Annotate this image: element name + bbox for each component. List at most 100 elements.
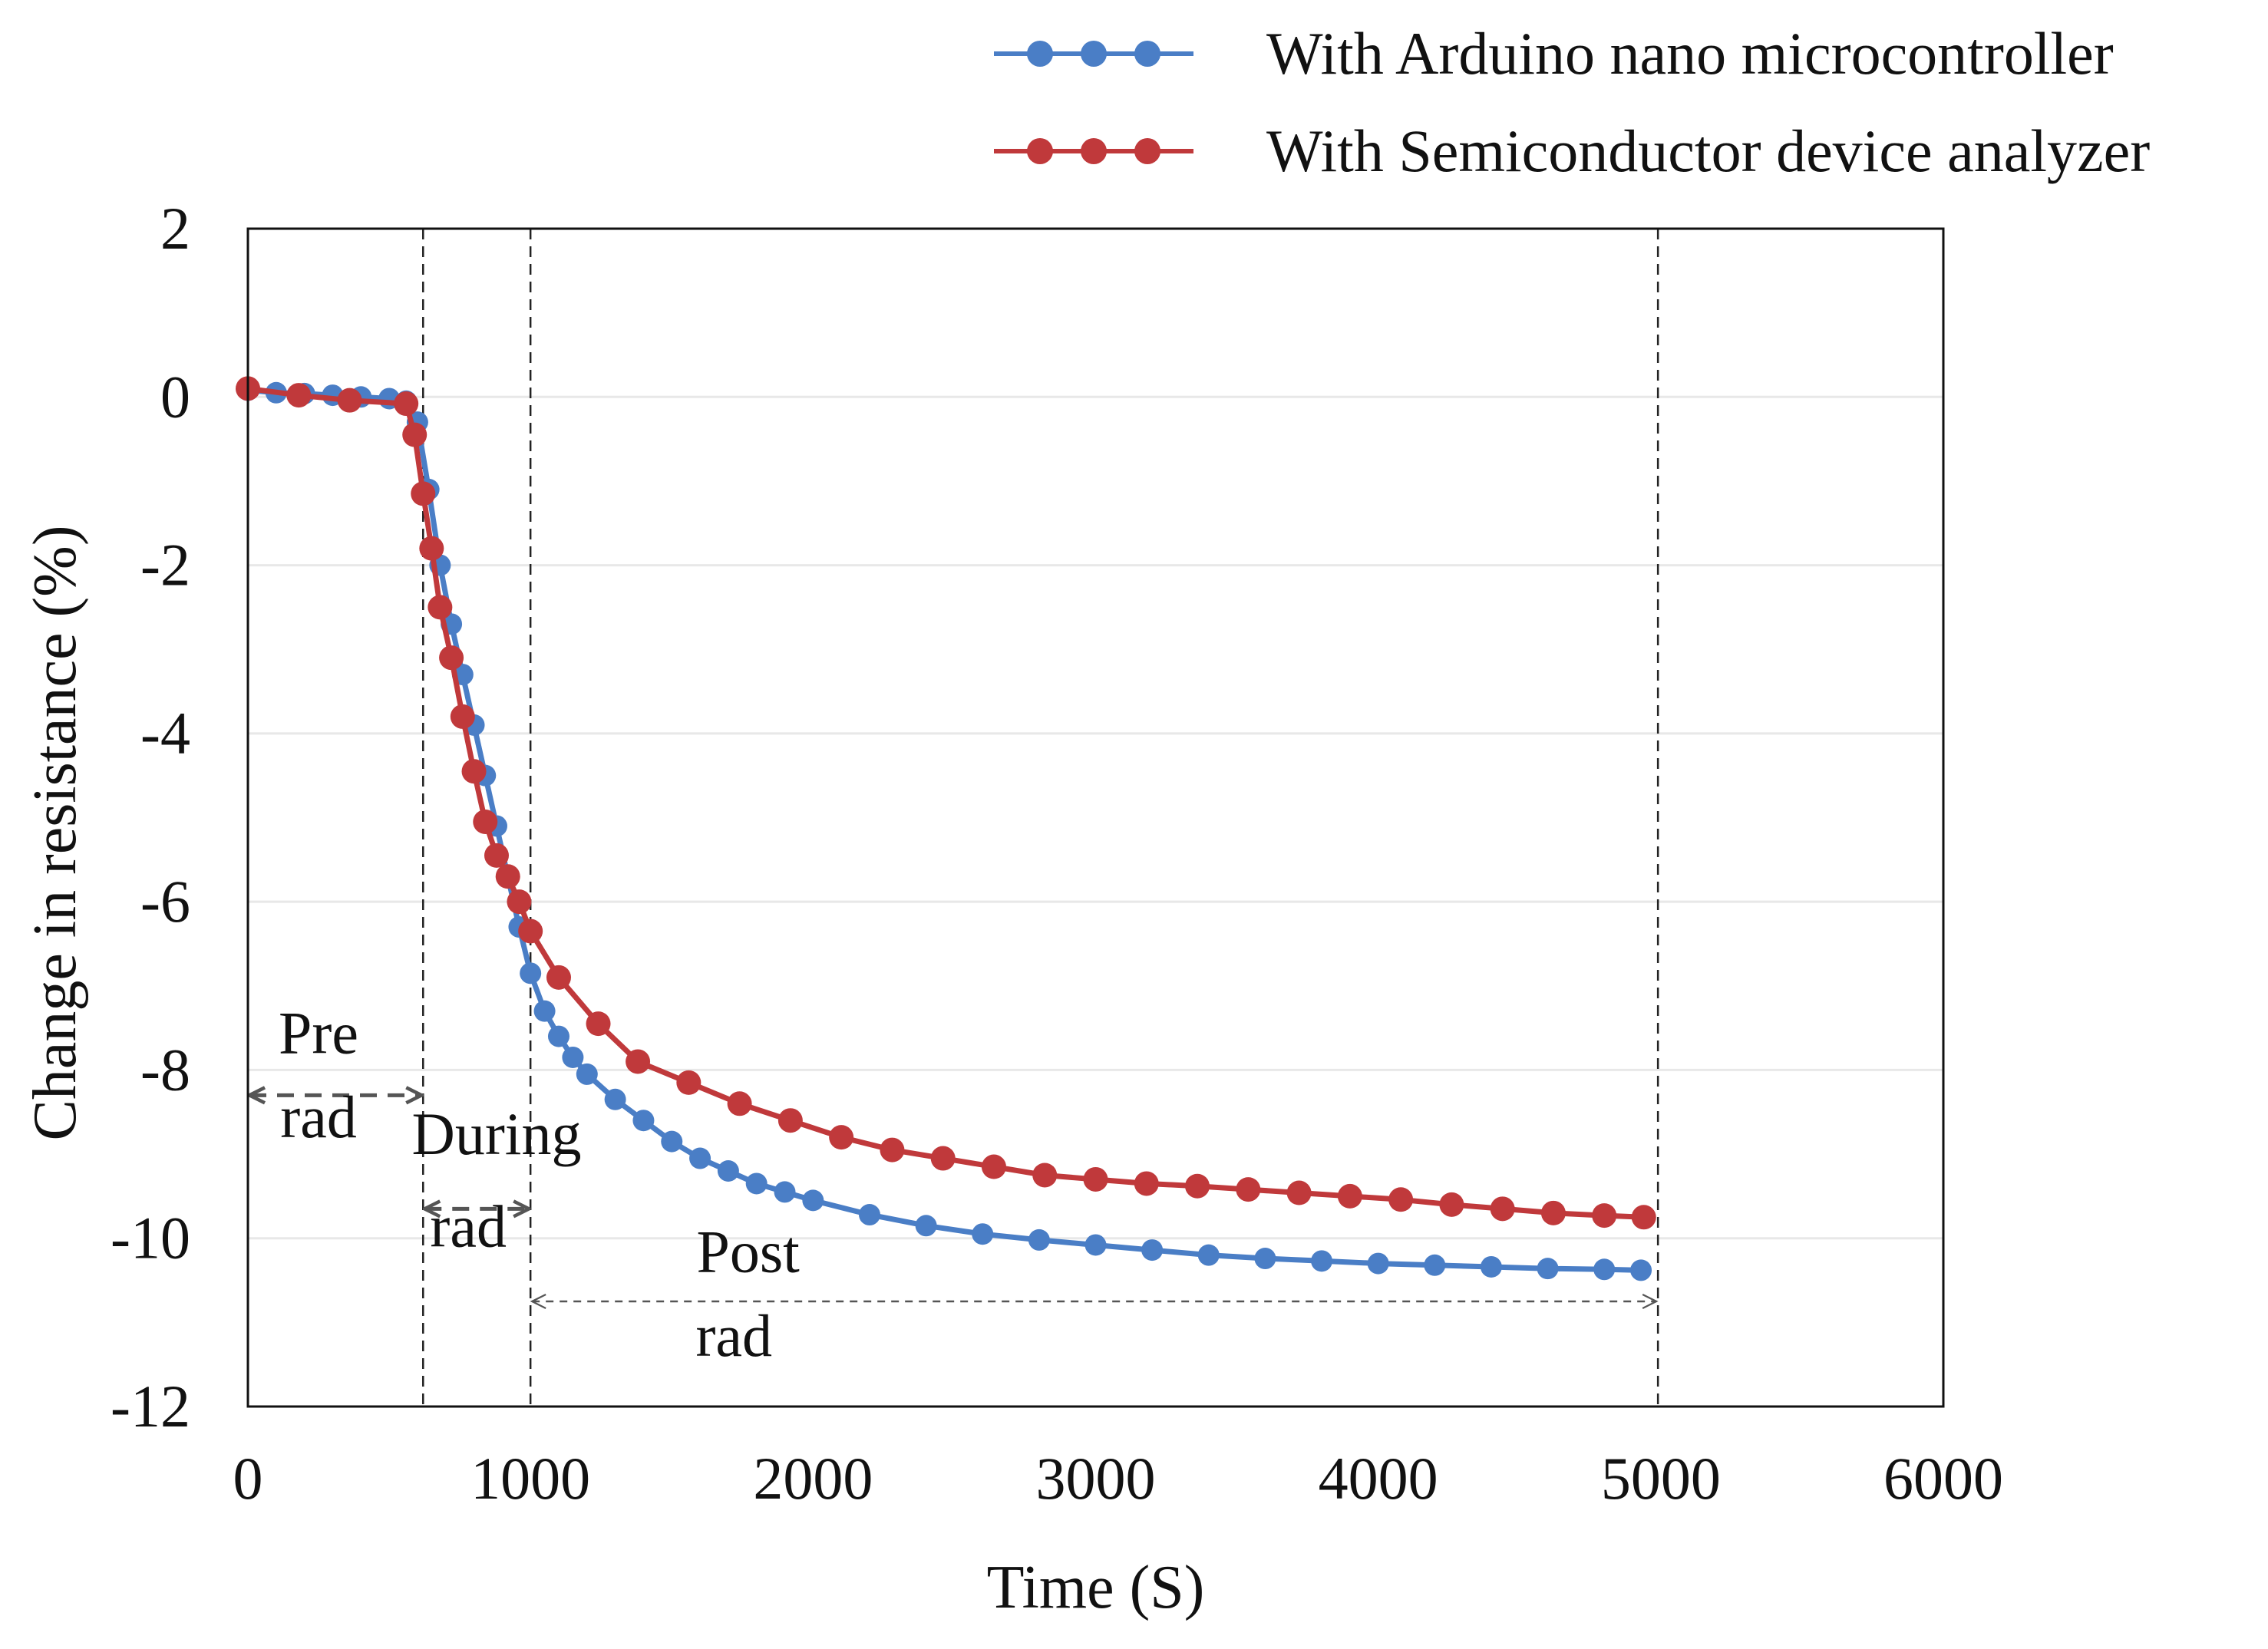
data-point [394, 391, 419, 417]
data-point [484, 843, 509, 868]
data-point [1537, 1258, 1559, 1280]
phase-label: rad [280, 1083, 357, 1150]
legend: With Arduino nano microcontroller With S… [994, 20, 2150, 184]
phase-label: During [411, 1100, 581, 1167]
data-point [520, 962, 542, 984]
legend-marker-analyzer [1081, 138, 1107, 164]
x-tick-label: 6000 [1883, 1445, 2003, 1512]
data-point [576, 1063, 598, 1085]
data-point [450, 704, 475, 729]
data-point [915, 1215, 937, 1237]
data-point [1480, 1255, 1502, 1278]
data-point [495, 864, 520, 889]
data-point [745, 1172, 768, 1195]
data-point [626, 1049, 651, 1074]
x-tick-label: 4000 [1319, 1445, 1438, 1512]
data-point [337, 388, 362, 413]
data-point [428, 595, 453, 620]
data-point [1631, 1205, 1656, 1230]
data-point [777, 1108, 803, 1133]
x-axis-title: Time (S) [987, 1554, 1205, 1621]
data-point [547, 1025, 569, 1047]
y-tick-label: -12 [111, 1373, 190, 1440]
y-tick-label: -2 [140, 532, 190, 599]
phase-annotations: Pre rad During rad Post rad [279, 1000, 800, 1370]
data-point [1311, 1250, 1333, 1272]
data-point [1367, 1252, 1389, 1275]
x-axis-ticks: 0 1000 2000 3000 4000 5000 6000 [233, 1445, 2004, 1512]
data-point [632, 1110, 655, 1132]
data-point [1490, 1196, 1515, 1222]
data-point [880, 1137, 905, 1163]
data-point [518, 918, 543, 944]
legend-marker-arduino [1081, 41, 1107, 67]
data-point [1593, 1258, 1616, 1281]
y-tick-label: 0 [160, 363, 190, 430]
data-point [981, 1154, 1006, 1179]
data-point [411, 481, 436, 506]
data-point [1388, 1187, 1414, 1212]
data-point [533, 1000, 556, 1022]
legend-marker-analyzer [1027, 138, 1053, 164]
data-point [586, 1011, 611, 1037]
x-tick-label: 2000 [753, 1445, 873, 1512]
data-point [1197, 1244, 1220, 1266]
data-point [507, 889, 532, 915]
data-point [402, 422, 428, 447]
data-point [461, 759, 487, 784]
data-point [1254, 1248, 1276, 1270]
y-tick-label: -6 [140, 868, 190, 935]
data-point [1084, 1234, 1107, 1256]
data-point [829, 1125, 854, 1150]
data-point [802, 1189, 824, 1212]
x-tick-label: 3000 [1036, 1445, 1156, 1512]
data-point [1185, 1173, 1210, 1199]
legend-label-arduino: With Arduino nano microcontroller [1266, 20, 2114, 87]
y-tick-label: -8 [140, 1036, 190, 1103]
legend-label-analyzer: With Semiconductor device analyzer [1266, 117, 2150, 184]
y-tick-label: 2 [160, 195, 190, 262]
x-tick-label: 0 [233, 1445, 263, 1512]
phase-label: rad [430, 1193, 507, 1260]
data-point [1424, 1254, 1446, 1276]
data-point [473, 809, 498, 834]
legend-marker-arduino [1027, 41, 1053, 67]
data-point [1083, 1166, 1108, 1192]
data-point [604, 1088, 626, 1110]
data-point [858, 1204, 880, 1226]
series-analyzer [236, 376, 1656, 1230]
data-point [972, 1223, 994, 1245]
data-series [236, 376, 1656, 1281]
data-point [930, 1146, 956, 1171]
plot-frame [246, 227, 1945, 1408]
legend-marker-arduino [1134, 41, 1160, 67]
data-point [1032, 1163, 1058, 1188]
data-point [1028, 1229, 1050, 1251]
phase-label: rad [695, 1302, 772, 1369]
legend-marker-analyzer [1134, 138, 1160, 164]
data-point [1439, 1192, 1464, 1217]
data-point [1134, 1171, 1159, 1196]
data-point [439, 645, 464, 671]
phase-label: Pre [279, 1000, 358, 1067]
data-point [1337, 1183, 1362, 1209]
series-line [247, 385, 1644, 1220]
x-tick-label: 5000 [1601, 1445, 1721, 1512]
data-point [562, 1046, 584, 1068]
phase-label: Post [696, 1219, 800, 1285]
data-point [1141, 1239, 1164, 1261]
data-point [717, 1160, 739, 1182]
y-tick-label: -4 [140, 700, 190, 767]
x-tick-label: 1000 [470, 1445, 590, 1512]
data-point [661, 1130, 683, 1153]
y-axis-ticks: 2 0 -2 -4 -6 -8 -10 -12 [111, 195, 190, 1440]
data-point [546, 965, 571, 990]
data-point [774, 1181, 796, 1203]
y-axis-title: Change in resistance (%) [21, 526, 89, 1141]
data-point [1630, 1259, 1652, 1281]
data-point [1286, 1180, 1312, 1205]
data-point [676, 1070, 702, 1095]
data-point [286, 383, 312, 408]
phase-arrows [249, 1095, 1656, 1301]
